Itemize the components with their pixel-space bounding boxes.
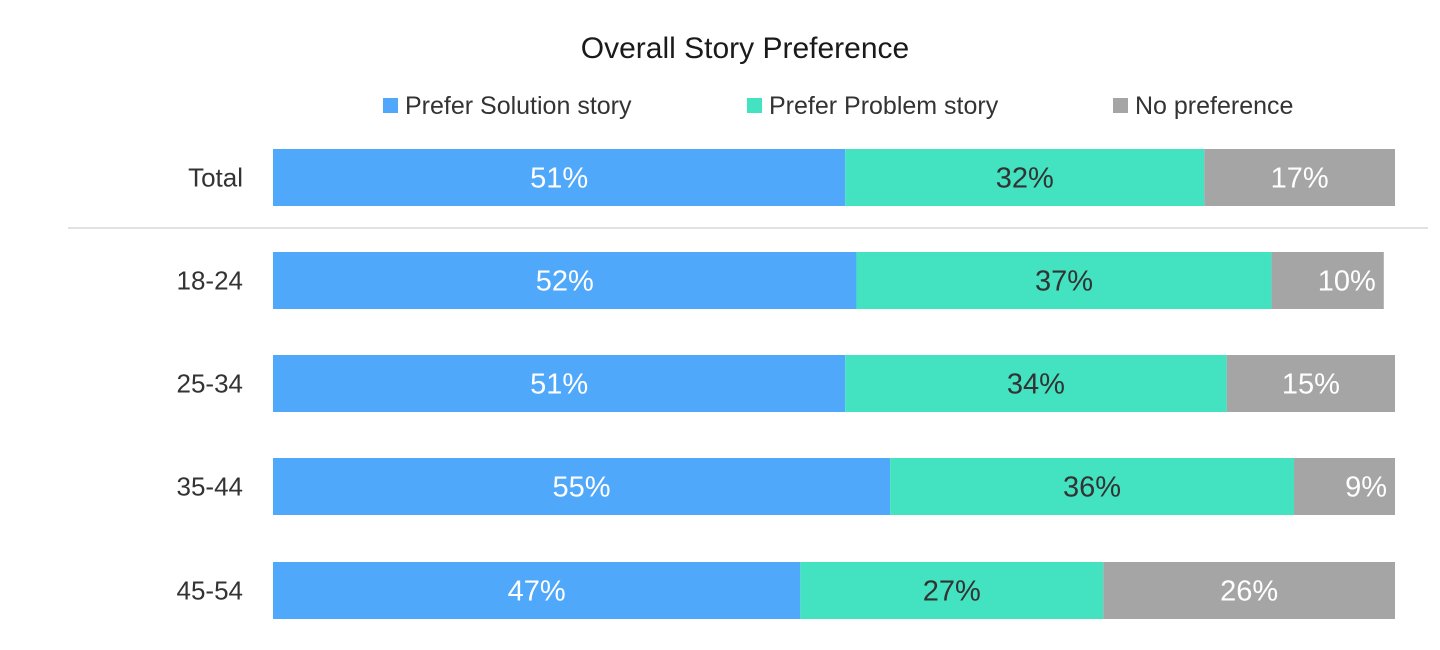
legend: Prefer Solution story Prefer Problem stor… — [383, 92, 1293, 120]
legend-swatch-prefer-problem-story — [747, 98, 762, 113]
legend-label-no-preference: No preference — [1135, 92, 1293, 120]
data-label-18-24-no-preference: 10% — [1318, 266, 1376, 298]
category-label-45-54: 45-54 — [177, 576, 244, 606]
legend-label-prefer-solution-story: Prefer Solution story — [405, 92, 632, 120]
bar-25-34-prefer-solution-story — [273, 355, 846, 412]
bar-35-44-prefer-problem-story — [890, 458, 1295, 515]
chart-title: Overall Story Preference — [581, 32, 909, 65]
data-labels: 51% 32% 17% 52% 37% 10% 51% 34% 15% 55% 36% 9% 47% 27… — [508, 163, 1387, 608]
bar-35-44-no-preference — [1294, 458, 1395, 515]
legend-swatch-prefer-solution-story — [383, 98, 398, 113]
bar-18-24-prefer-problem-story — [856, 252, 1272, 309]
category-label-total: Total — [188, 163, 243, 193]
bar-45-54-prefer-solution-story — [273, 562, 801, 619]
category-labels: Total 18-24 25-34 35-44 45-54 — [177, 163, 244, 606]
bar-25-34-prefer-problem-story — [845, 355, 1227, 412]
data-label-18-24-prefer-problem-story: 37% — [1035, 266, 1093, 298]
legend-label-prefer-problem-story: Prefer Problem story — [769, 92, 999, 120]
data-label-18-24-prefer-solution-story: 52% — [536, 266, 594, 298]
bar-18-24-prefer-solution-story — [273, 252, 857, 309]
data-label-total-prefer-solution-story: 51% — [530, 163, 588, 195]
data-label-25-34-prefer-problem-story: 34% — [1007, 369, 1065, 401]
bar-45-54-no-preference — [1103, 562, 1395, 619]
data-label-total-no-preference: 17% — [1271, 163, 1329, 195]
data-label-35-44-prefer-solution-story: 55% — [553, 472, 611, 504]
data-label-45-54-prefer-solution-story: 47% — [508, 576, 566, 608]
bar-total-prefer-problem-story — [845, 149, 1205, 206]
category-label-25-34: 25-34 — [177, 369, 244, 399]
data-label-35-44-prefer-problem-story: 36% — [1063, 472, 1121, 504]
bar-total-prefer-solution-story — [273, 149, 846, 206]
legend-swatch-no-preference — [1113, 98, 1128, 113]
category-label-35-44: 35-44 — [177, 472, 244, 502]
bar-18-24-no-preference — [1271, 252, 1384, 309]
bar-total-no-preference — [1204, 149, 1395, 206]
data-label-45-54-prefer-problem-story: 27% — [923, 576, 981, 608]
bar-45-54-prefer-problem-story — [800, 562, 1104, 619]
data-label-total-prefer-problem-story: 32% — [996, 163, 1054, 195]
data-label-25-34-prefer-solution-story: 51% — [530, 369, 588, 401]
data-label-45-54-no-preference: 26% — [1220, 576, 1278, 608]
data-label-25-34-no-preference: 15% — [1282, 369, 1340, 401]
category-label-18-24: 18-24 — [177, 266, 244, 296]
data-label-35-44-no-preference: 9% — [1345, 472, 1387, 504]
bar-25-34-no-preference — [1226, 355, 1395, 412]
bar-35-44-prefer-solution-story — [273, 458, 891, 515]
bar-segments — [273, 149, 1395, 619]
